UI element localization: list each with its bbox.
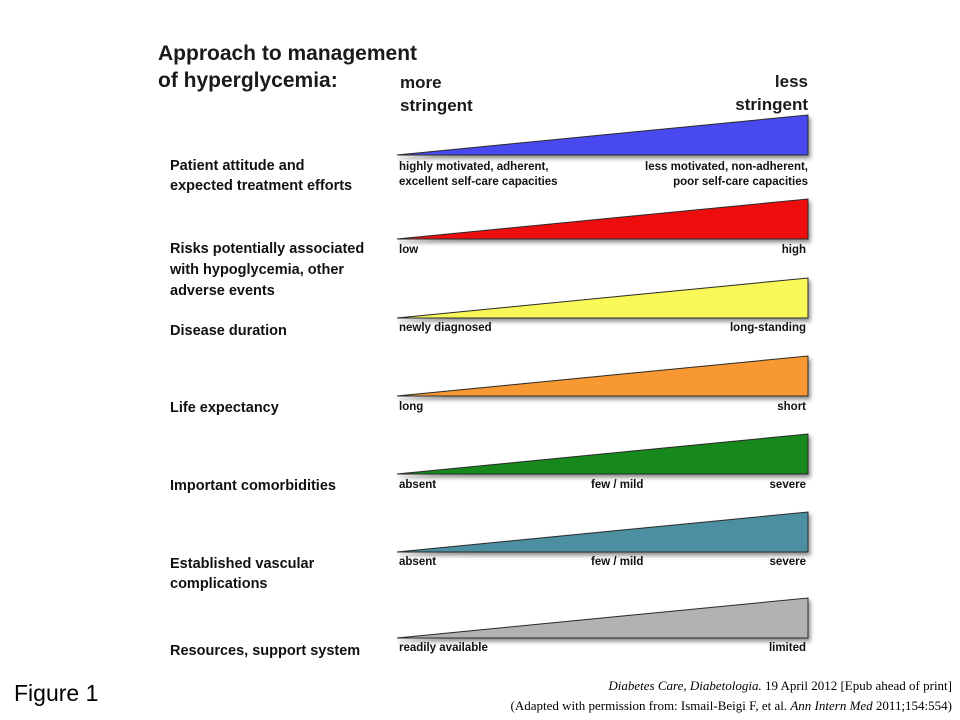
row-6-right-descriptor: limited xyxy=(768,642,806,654)
row-0-left-descriptor: highly motivated, adherent, excellent se… xyxy=(399,160,558,190)
diagram-title-line: Approach to management xyxy=(158,42,418,65)
citation-journal: Ann Intern Med xyxy=(790,698,873,713)
row-label-line: Resources, support system xyxy=(170,643,361,659)
figure-label: Figure 1 xyxy=(14,680,99,706)
row-2-left-descriptor: newly diagnosed xyxy=(399,322,492,334)
less-stringent-label: less stringent xyxy=(690,70,808,116)
row-label-disease-duration: Disease duration xyxy=(170,321,390,341)
row-label-line: Patient attitude and xyxy=(170,158,305,174)
row-label-patient-attitude: Patient attitude and expected treatment … xyxy=(170,156,390,196)
citation-line-2: (Adapted with permission from: Ismail-Be… xyxy=(332,696,953,716)
descriptor-line: excellent self-care capacities xyxy=(399,176,558,188)
row-6-left-descriptor: readily available xyxy=(399,642,488,654)
wedge-comorbidities xyxy=(396,433,809,475)
wedge-resources xyxy=(396,597,809,639)
row-label-line: Disease duration xyxy=(170,323,287,339)
row-5-mid-descriptor: few / mild xyxy=(591,556,644,568)
wedge-vascular-complications xyxy=(396,511,809,553)
row-4-right-descriptor: severe xyxy=(769,479,806,491)
less-stringent-line: less xyxy=(774,72,808,91)
row-label-line: Risks potentially associated xyxy=(170,241,365,257)
wedge-disease-duration xyxy=(396,277,809,319)
source-citation: Diabetes Care, Diabetologia. 19 April 20… xyxy=(332,676,953,716)
citation-ref: 2011;154:554) xyxy=(872,698,952,713)
descriptor-line: poor self-care capacities xyxy=(673,176,808,188)
citation-journals: Diabetes Care, Diabetologia. xyxy=(608,678,762,693)
row-label-resources: Resources, support system xyxy=(170,641,390,661)
wedge-hypoglycemia-risk xyxy=(396,198,809,240)
row-3-right-descriptor: short xyxy=(777,401,806,413)
row-4-mid-descriptor: few / mild xyxy=(591,479,644,491)
row-4-left-descriptor: absent xyxy=(399,479,437,491)
row-label-line: expected treatment efforts xyxy=(170,178,353,194)
row-0-right-descriptor: less motivated, non-adherent, poor self-… xyxy=(600,160,808,190)
row-1-left-descriptor: low xyxy=(399,244,419,256)
more-stringent-line: more xyxy=(400,73,442,92)
row-label-line: Established vascular xyxy=(170,556,315,572)
row-label-vascular-complications: Established vascular complications xyxy=(170,554,390,594)
row-label-line: Life expectancy xyxy=(170,400,279,416)
descriptor-line: highly motivated, adherent, xyxy=(399,161,549,173)
row-3-left-descriptor: long xyxy=(399,401,424,413)
descriptor-line: less motivated, non-adherent, xyxy=(645,161,808,173)
wedge-life-expectancy xyxy=(396,355,809,397)
row-label-life-expectancy: Life expectancy xyxy=(170,398,390,418)
row-label-line: Important comorbidities xyxy=(170,478,336,494)
row-label-hypoglycemia-risk: Risks potentially associated with hypogl… xyxy=(170,239,390,302)
row-2-right-descriptor: long-standing xyxy=(729,322,806,334)
citation-line-1: Diabetes Care, Diabetologia. 19 April 20… xyxy=(332,676,952,696)
less-stringent-line: stringent xyxy=(735,95,808,114)
row-5-left-descriptor: absent xyxy=(399,556,437,568)
wedge-patient-attitude xyxy=(396,114,809,156)
citation-adapted: (Adapted with permission from: Ismail-Be… xyxy=(510,698,791,713)
more-stringent-label: more stringent xyxy=(400,71,473,117)
diagram-title: Approach to management of hyperglycemia: xyxy=(158,40,458,94)
citation-date: 19 April 2012 [Epub ahead of print] xyxy=(761,678,952,693)
row-label-line: complications xyxy=(170,576,268,592)
row-label-line: adverse events xyxy=(170,283,275,299)
row-1-right-descriptor: high xyxy=(781,244,806,256)
row-label-line: with hypoglycemia, other xyxy=(170,262,345,278)
diagram-title-line: of hyperglycemia: xyxy=(158,69,338,92)
more-stringent-line: stringent xyxy=(400,96,473,115)
row-label-comorbidities: Important comorbidities xyxy=(170,476,390,496)
row-5-right-descriptor: severe xyxy=(769,556,806,568)
